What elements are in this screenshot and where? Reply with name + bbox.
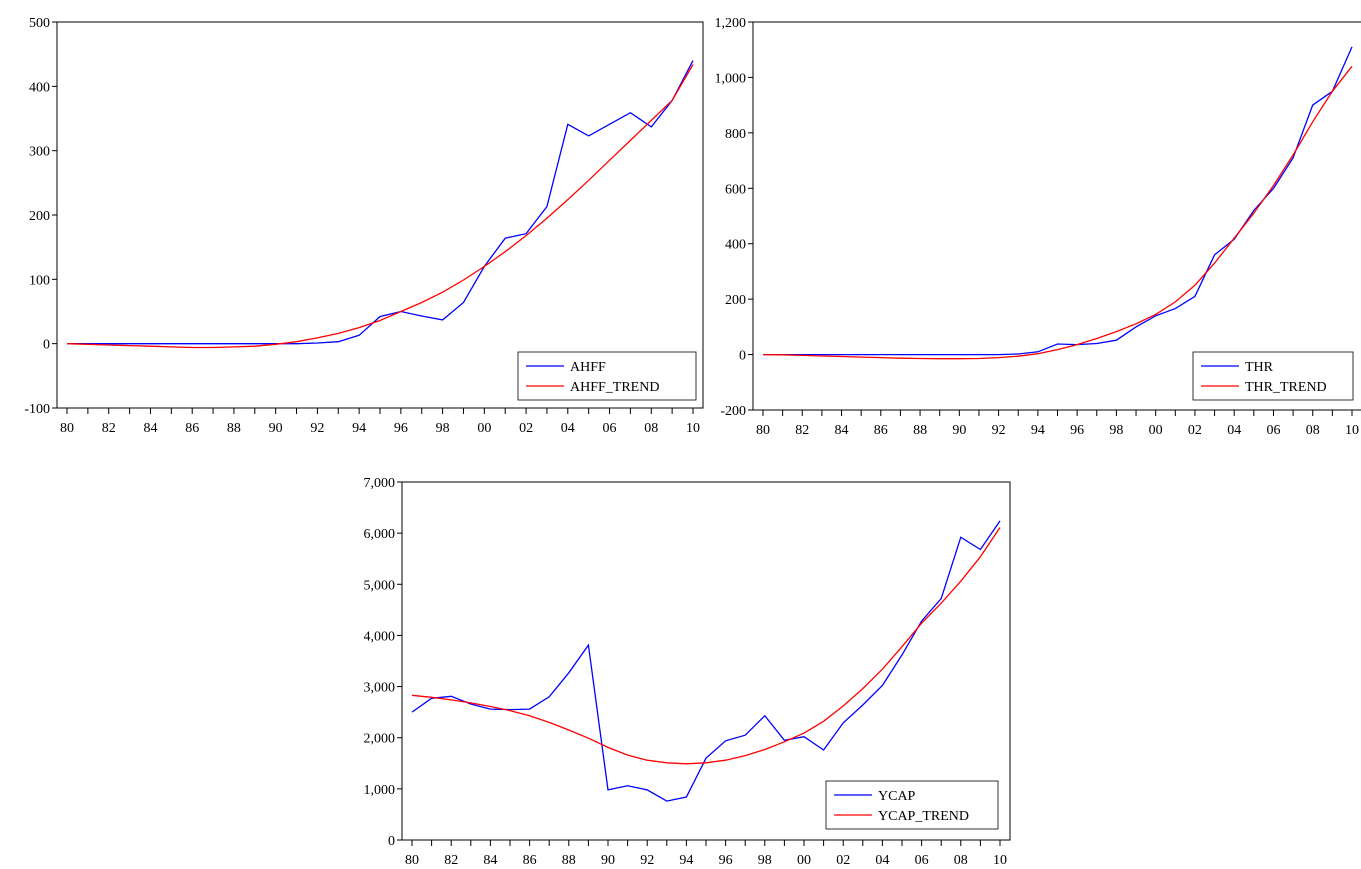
x-tick-label: 84 <box>143 421 157 436</box>
y-tick-label: 6,000 <box>364 527 396 542</box>
x-tick-label: 90 <box>601 853 615 868</box>
x-tick-label: 96 <box>1070 423 1084 438</box>
y-tick-label: 800 <box>725 127 746 142</box>
x-tick-label: 04 <box>561 421 575 436</box>
y-tick-label: 0 <box>43 338 50 353</box>
series-line-thr <box>763 46 1353 356</box>
legend-box <box>517 351 697 401</box>
x-tick-label: 10 <box>686 421 700 436</box>
y-tick-label: 600 <box>725 182 746 197</box>
x-tick-label: 92 <box>310 421 324 436</box>
legend-label: YCAP_TREND <box>878 809 969 824</box>
x-tick-label: 02 <box>519 421 533 436</box>
x-tick-label: 86 <box>185 421 199 436</box>
x-tick-label: 84 <box>483 853 497 868</box>
x-tick-label: 92 <box>992 423 1006 438</box>
x-tick-label: 04 <box>1227 423 1241 438</box>
x-tick-label: 94 <box>352 421 366 436</box>
x-tick-label: 80 <box>405 853 419 868</box>
x-tick-label: 80 <box>60 421 74 436</box>
x-tick-label: 00 <box>1149 423 1163 438</box>
y-tick-label: 1,000 <box>715 71 747 86</box>
y-tick-label: 2,000 <box>364 732 396 747</box>
y-tick-label: 400 <box>29 80 50 95</box>
plot-frame <box>56 21 704 409</box>
x-tick-label: 96 <box>719 853 733 868</box>
series-line-ycap-trend <box>411 527 1001 765</box>
y-tick-label: 400 <box>725 238 746 253</box>
x-tick-label: 80 <box>756 423 770 438</box>
y-tick-label: 7,000 <box>364 476 396 491</box>
y-tick-label: 3,000 <box>364 681 396 696</box>
x-tick-label: 88 <box>227 421 241 436</box>
legend-label: THR <box>1245 360 1274 375</box>
legend-box <box>825 780 999 830</box>
x-tick-label: 86 <box>874 423 888 438</box>
x-tick-label: 88 <box>913 423 927 438</box>
x-tick-label: 00 <box>477 421 491 436</box>
x-tick-label: 02 <box>836 853 850 868</box>
x-tick-label: 82 <box>102 421 116 436</box>
x-tick-label: 84 <box>835 423 849 438</box>
series-line-ahff-trend <box>66 64 694 349</box>
ycap-chart: 0 1,000 2,000 3,000 4,000 5,000 6,000 7,000 80 82… <box>364 476 1011 868</box>
y-tick-label: 200 <box>725 293 746 308</box>
series-line-thr-trend <box>762 65 1353 360</box>
y-tick-label: 1,200 <box>715 16 747 31</box>
y-tick-label: 0 <box>739 349 746 364</box>
y-tick-label: 300 <box>29 145 50 160</box>
y-tick-label: 5,000 <box>364 578 396 593</box>
x-tick-label: 10 <box>1345 423 1359 438</box>
x-tick-label: 94 <box>679 853 693 868</box>
x-tick-label: 06 <box>1266 423 1280 438</box>
x-tick-label: 90 <box>269 421 283 436</box>
x-tick-label: 04 <box>875 853 889 868</box>
y-tick-label: 100 <box>29 273 50 288</box>
x-tick-label: 06 <box>915 853 929 868</box>
legend-label: AHFF <box>570 360 606 375</box>
x-tick-label: 92 <box>640 853 654 868</box>
legend-box <box>1192 351 1354 401</box>
y-tick-label: 200 <box>29 209 50 224</box>
x-tick-label: 86 <box>523 853 537 868</box>
x-tick-label: 98 <box>758 853 772 868</box>
x-tick-label: 06 <box>603 421 617 436</box>
x-tick-label: 82 <box>444 853 458 868</box>
y-tick-label: -100 <box>24 402 50 417</box>
x-tick-label: 00 <box>797 853 811 868</box>
x-tick-label: 94 <box>1031 423 1045 438</box>
x-tick-label: 88 <box>562 853 576 868</box>
x-tick-label: 08 <box>644 421 658 436</box>
x-tick-label: 98 <box>1109 423 1123 438</box>
x-tick-label: 96 <box>394 421 408 436</box>
x-tick-label: 02 <box>1188 423 1202 438</box>
x-tick-label: 82 <box>795 423 809 438</box>
legend-label: AHFF_TREND <box>570 380 659 395</box>
y-tick-label: 0 <box>388 834 395 849</box>
series-line-ahff <box>67 60 694 345</box>
x-tick-label: 98 <box>436 421 450 436</box>
x-tick-label: 10 <box>993 853 1007 868</box>
x-tick-label: 90 <box>952 423 966 438</box>
x-tick-label: 08 <box>954 853 968 868</box>
legend-label: THR_TREND <box>1245 380 1327 395</box>
y-tick-label: 500 <box>29 16 50 31</box>
legend-label: YCAP <box>878 789 916 804</box>
y-tick-label: 4,000 <box>364 629 396 644</box>
x-tick-label: 08 <box>1306 423 1320 438</box>
y-tick-label: -200 <box>720 404 746 419</box>
y-tick-label: 1,000 <box>364 783 396 798</box>
series-line-ycap <box>411 520 1001 802</box>
